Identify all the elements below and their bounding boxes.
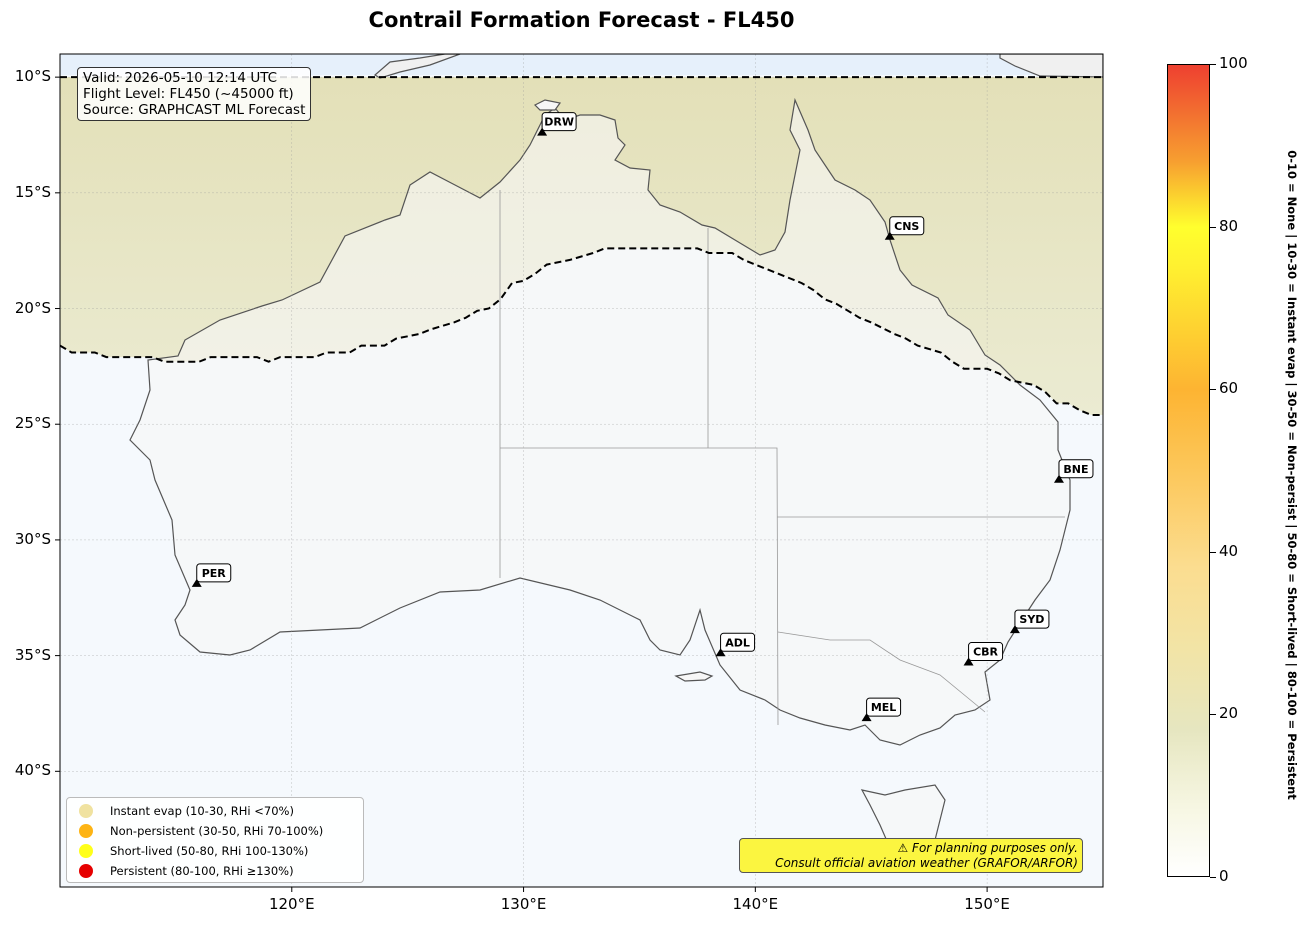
australia-landmass xyxy=(129,54,1103,859)
melville-island xyxy=(533,99,562,111)
legend-dot-icon xyxy=(79,804,93,818)
legend-item-short-lived: Short-lived (50-80, RHi 100-130%) xyxy=(79,841,308,861)
colorbar-tick-label: 100 xyxy=(1219,54,1248,72)
new-guinea xyxy=(999,54,1103,78)
airport-marker-icon xyxy=(963,657,974,666)
airport-marker-icon xyxy=(715,648,726,657)
lon-label: 120°E xyxy=(268,895,315,913)
lon-label: 150°E xyxy=(964,895,1010,913)
legend-item-non-persistent: Non-persistent (30-50, RHi 70-100%) xyxy=(79,821,323,841)
state-borders xyxy=(499,190,1065,726)
airport-marker-icon xyxy=(537,127,548,136)
north-band xyxy=(60,54,1103,75)
axis-ticks xyxy=(55,76,988,892)
lat-label: 20°S xyxy=(14,298,51,317)
airport-label-box xyxy=(866,697,902,717)
map-title: Contrail Formation Forecast - FL450 xyxy=(368,8,795,32)
airport-label-box xyxy=(968,642,1004,662)
colorbar-tick xyxy=(1210,226,1216,228)
data-source: Source: GRAPHCAST ML Forecast xyxy=(83,102,306,118)
colorbar-tick xyxy=(1210,877,1216,878)
airport-code: ADL xyxy=(725,636,750,649)
airport-label-box xyxy=(889,216,925,236)
legend-item-instant-evap: Instant evap (10-30, RHi <70%) xyxy=(79,801,294,821)
airport-marker-icon xyxy=(861,713,872,722)
lon-label: 130°E xyxy=(500,895,547,913)
airport-code: CNS xyxy=(894,220,919,233)
lat-label: 15°S xyxy=(14,182,51,201)
airport-adl[interactable]: ADL xyxy=(715,632,756,657)
airport-code: PER xyxy=(202,567,227,580)
lat-label: 35°S xyxy=(14,645,51,664)
legend-dot-icon xyxy=(79,824,93,838)
legend-label: Instant evap (10-30, RHi <70%) xyxy=(110,804,294,818)
legend-dot-icon xyxy=(79,844,93,858)
airport-label-box xyxy=(1058,459,1094,479)
airport-bne[interactable]: BNE xyxy=(1053,459,1094,483)
planning-warning: ⚠ For planning purposes only. Consult of… xyxy=(739,838,1083,873)
airport-syd[interactable]: SYD xyxy=(1009,609,1050,634)
airport-drw[interactable]: DRW xyxy=(537,112,577,136)
airport-per[interactable]: PER xyxy=(191,563,232,587)
map-frame xyxy=(59,53,1104,888)
colorbar-tick-label: 20 xyxy=(1219,704,1239,723)
timor-islands xyxy=(373,54,461,79)
airport-cns[interactable]: CNS xyxy=(884,216,925,240)
forecast-info-box: Valid: 2026-05-10 12:14 UTC Flight Level… xyxy=(77,67,312,121)
colorbar-tick-label: 80 xyxy=(1219,216,1239,235)
legend-label: Persistent (80-100, RHi ≥130%) xyxy=(110,864,294,878)
airport-cbr[interactable]: CBR xyxy=(963,642,1004,666)
colorbar-tick xyxy=(1210,64,1216,65)
airport-code: SYD xyxy=(1019,613,1044,626)
australia-mainland xyxy=(129,97,1071,746)
airport-marker-icon xyxy=(884,231,895,240)
contrail-boundary-line xyxy=(60,247,1103,416)
airport-code: DRW xyxy=(544,116,574,129)
colorbar-tick-label: 60 xyxy=(1219,379,1239,398)
colorbar-tick-label: 40 xyxy=(1219,541,1239,560)
warning-line-1: ⚠ For planning purposes only. xyxy=(897,841,1078,855)
airport-code: CBR xyxy=(973,646,998,659)
colorbar-tick xyxy=(1210,714,1216,716)
colorbar-category-label: 0-10 = None | 10-30 = Instant evap | 30-… xyxy=(1277,75,1304,875)
colorbar-side-text: 0-10 = None | 10-30 = Instant evap | 30-… xyxy=(1285,150,1299,800)
airport-markers: DRW CNS BNE PER ADL SYD CBR MEL xyxy=(191,112,1094,722)
lat-label: 30°S xyxy=(14,529,51,548)
map-legend: Instant evap (10-30, RHi <70%) Non-persi… xyxy=(66,797,364,883)
airport-label-box xyxy=(1014,609,1050,629)
legend-label: Short-lived (50-80, RHi 100-130%) xyxy=(110,844,309,858)
colorbar-tick xyxy=(1210,551,1216,553)
colorbar-tick-label: 0 xyxy=(1219,867,1229,885)
airport-code: BNE xyxy=(1063,463,1088,476)
colorbar xyxy=(1167,64,1210,877)
airport-label-box xyxy=(541,112,577,132)
lat-label: 40°S xyxy=(14,761,51,780)
airport-marker-icon xyxy=(1053,474,1064,483)
colorbar-tick xyxy=(1210,389,1216,391)
valid-time: Valid: 2026-05-10 12:14 UTC xyxy=(83,70,278,86)
airport-marker-icon xyxy=(191,578,202,587)
kangaroo-island xyxy=(674,671,714,682)
lat-label: 10°S xyxy=(14,67,51,86)
flight-level: Flight Level: FL450 (~45000 ft) xyxy=(83,86,294,102)
lat-label: 25°S xyxy=(14,414,51,433)
airport-code: MEL xyxy=(871,701,896,714)
airport-mel[interactable]: MEL xyxy=(861,697,902,722)
legend-item-persistent: Persistent (80-100, RHi ≥130%) xyxy=(79,861,294,881)
lon-label: 140°E xyxy=(732,895,779,913)
warning-line-2: Consult official aviation weather (GRAFO… xyxy=(775,856,1078,870)
legend-dot-icon xyxy=(79,864,93,878)
airport-label-box xyxy=(196,563,232,583)
airport-label-box xyxy=(720,632,756,652)
legend-label: Non-persistent (30-50, RHi 70-100%) xyxy=(110,824,324,838)
airport-marker-icon xyxy=(1009,625,1020,634)
